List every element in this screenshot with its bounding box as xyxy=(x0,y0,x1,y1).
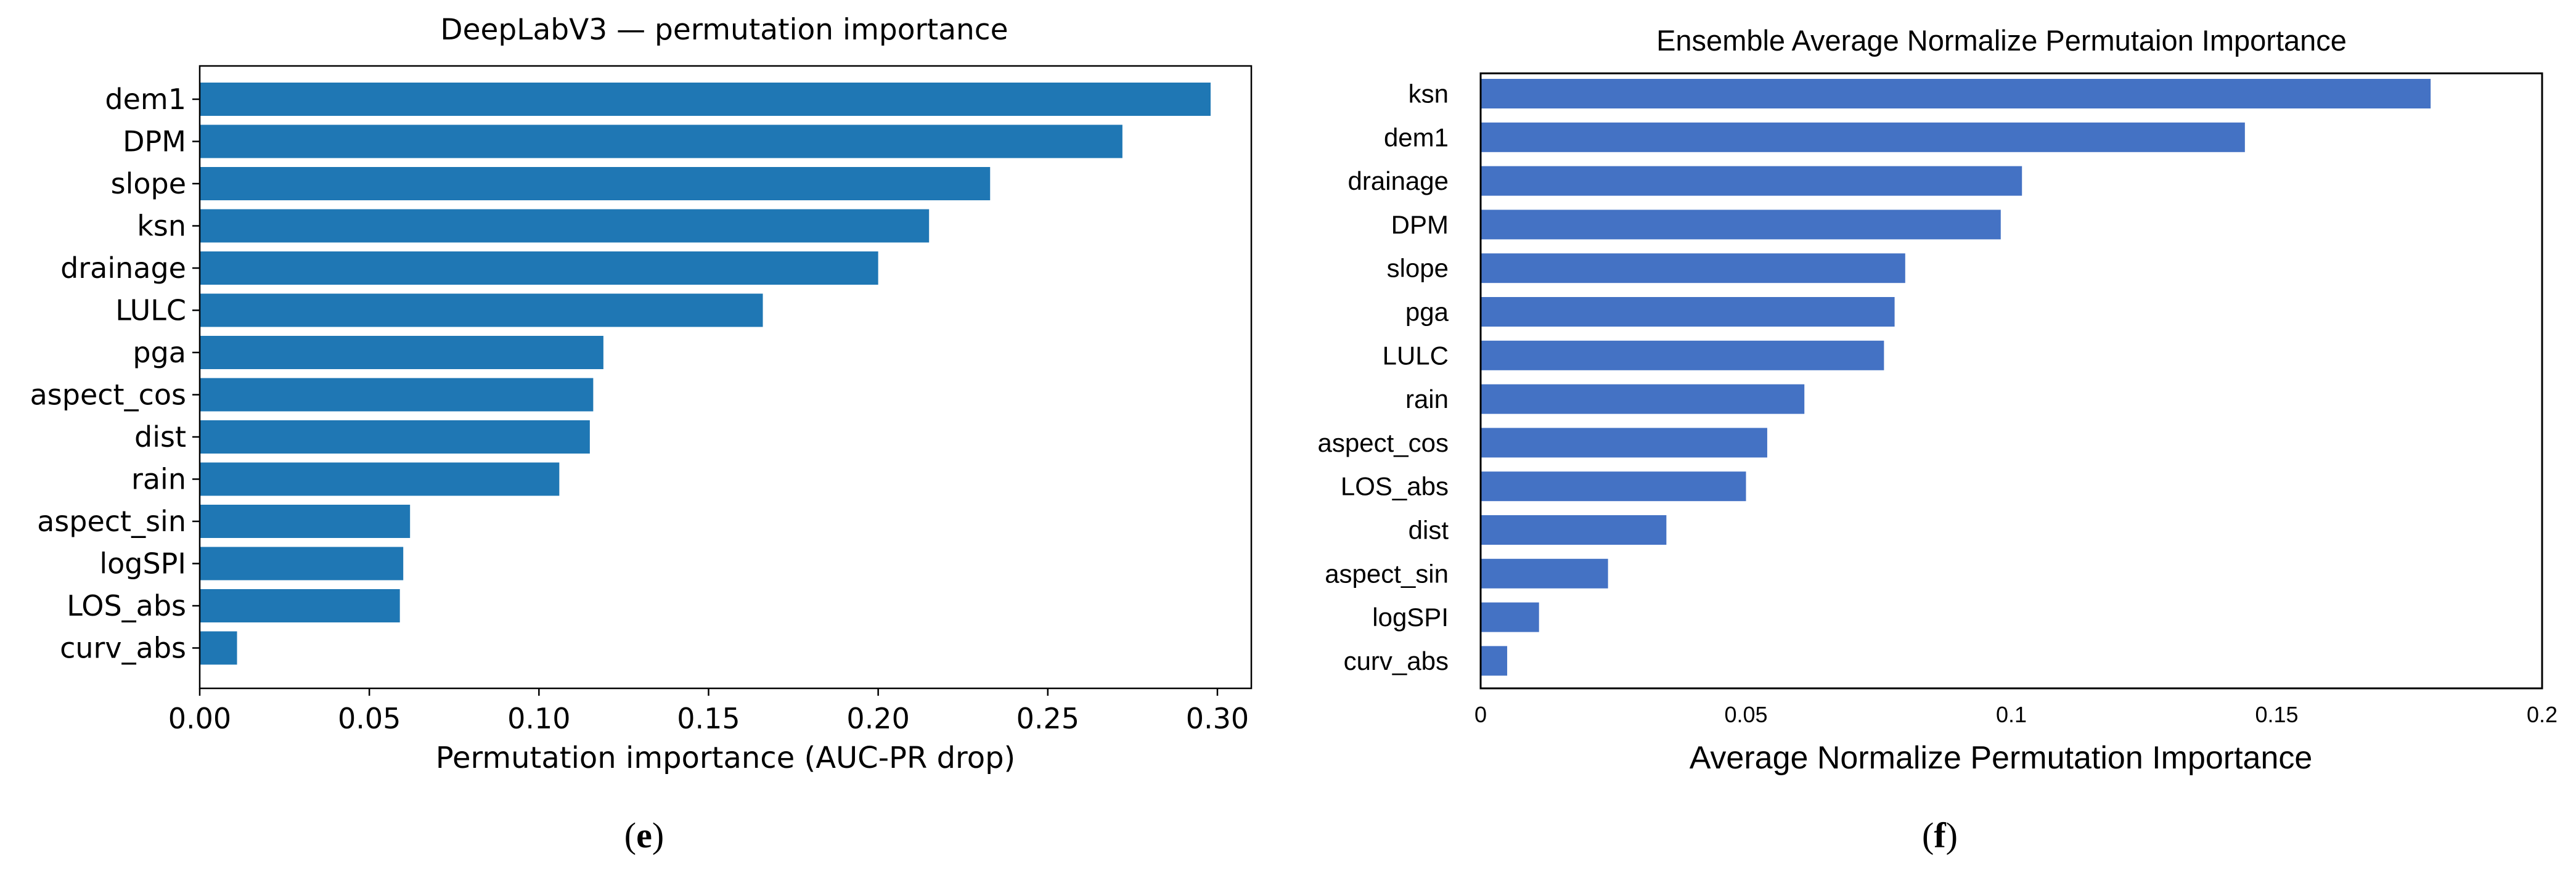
chart-f-category-label: DPM xyxy=(1391,210,1449,239)
chart-e-category-label: aspect_cos xyxy=(30,378,186,412)
chart-e-category-labels: dem1 DPM slope ksn drainage LULC pga aspect_cos… xyxy=(30,83,200,665)
chart-f-xtick-label: 0.2 xyxy=(2527,702,2558,727)
chart-f-category-label: slope xyxy=(1387,254,1449,283)
chart-f-category-label: pga xyxy=(1405,298,1449,327)
chart-e-bar-dist xyxy=(200,420,590,454)
chart-e-bar-drainage xyxy=(200,251,878,285)
chart-f-bar-aspect_sin xyxy=(1481,558,1608,589)
chart-e-bar-DPM xyxy=(200,124,1122,158)
chart-f-bar-drainage xyxy=(1481,166,2022,196)
chart-f-xtick-label: 0.15 xyxy=(2255,702,2298,727)
chart-f-category-label: LOS_abs xyxy=(1341,472,1449,501)
chart-f-bar-rain xyxy=(1481,384,1805,414)
chart-e-category-label: rain xyxy=(131,463,186,496)
chart-f-xtick-label: 0.1 xyxy=(1996,702,2027,727)
chart-e-category-label: slope xyxy=(111,167,186,200)
chart-f-bar-DPM xyxy=(1481,210,2001,240)
chart-e-frame xyxy=(198,65,1253,690)
chart-f-x-axis: 0 0.05 0.1 0.15 0.2 xyxy=(1474,702,2558,727)
chart-e-category-label: dist xyxy=(134,420,186,454)
chart-f-bar-dist xyxy=(1481,515,1667,545)
chart-f-category-label: LULC xyxy=(1383,341,1449,370)
chart-e-xtick-label: 0.00 xyxy=(168,702,231,735)
chart-e-bar-LULC xyxy=(200,293,763,327)
chart-f-category-label: aspect_sin xyxy=(1325,559,1449,588)
chart-e-bar-aspect_cos xyxy=(200,378,594,412)
chart-f-bar-pga xyxy=(1481,297,1895,327)
chart-f-xtick-label: 0.05 xyxy=(1724,702,1767,727)
chart-f-bar-LULC xyxy=(1481,340,1884,370)
chart-e-bar-rain xyxy=(200,462,560,496)
chart-f-bars xyxy=(1481,79,2431,676)
chart-e-xtick-label: 0.20 xyxy=(846,702,909,735)
chart-e-bars xyxy=(200,83,1211,665)
chart-f-category-label: curv_abs xyxy=(1344,646,1449,675)
chart-f-category-label: rain xyxy=(1405,385,1449,414)
chart-f-bar-LOS_abs xyxy=(1481,471,1746,502)
chart-f-category-labels: ksn dem1 drainage DPM slope pga LULC rain aspect… xyxy=(1318,79,1449,675)
chart-e-bar-pga xyxy=(200,336,603,369)
chart-f-xtick-label: 0 xyxy=(1474,702,1487,727)
chart-f-bar-curv_abs xyxy=(1481,646,1508,676)
chart-e-category-label: LULC xyxy=(115,294,186,327)
chart-e-bar-dem1 xyxy=(200,83,1211,116)
chart-e: DeepLabV3 — permutation importance dem1 D… xyxy=(30,13,1253,855)
chart-e-xtick-label: 0.15 xyxy=(677,702,740,735)
chart-f-bar-dem1 xyxy=(1481,122,2245,152)
chart-e-xtick-label: 0.05 xyxy=(338,702,401,735)
chart-e-category-label: LOS_abs xyxy=(67,589,186,622)
chart-e-category-label: ksn xyxy=(137,210,186,243)
chart-f-category-label: aspect_cos xyxy=(1318,428,1449,457)
chart-f-bar-ksn xyxy=(1481,79,2431,108)
chart-e-bar-aspect_sin xyxy=(200,505,411,538)
chart-f-bar-aspect_cos xyxy=(1481,428,1767,458)
chart-f-xlabel: Average Normalize Permutation Importance xyxy=(1690,740,2313,776)
chart-f-category-label: dist xyxy=(1409,516,1449,545)
chart-e-category-label: logSPI xyxy=(99,547,186,581)
chart-e-xtick-label: 0.10 xyxy=(507,702,570,735)
chart-e-category-label: curv_abs xyxy=(60,632,186,665)
chart-e-bar-logSPI xyxy=(200,547,404,581)
chart-e-bar-LOS_abs xyxy=(200,589,400,622)
panel-f-label: (f) xyxy=(1922,815,1958,855)
chart-e-category-label: drainage xyxy=(60,251,186,285)
chart-f-category-label: logSPI xyxy=(1372,603,1449,632)
chart-e-x-axis: 0.00 0.05 0.10 0.15 0.20 0.25 0.30 xyxy=(168,688,1249,735)
chart-e-bar-curv_abs xyxy=(200,631,237,665)
chart-e-xlabel: Permutation importance (AUC-PR drop) xyxy=(436,741,1016,775)
chart-f-category-label: drainage xyxy=(1348,166,1449,195)
chart-f-frame xyxy=(1479,72,2543,690)
chart-e-category-label: dem1 xyxy=(105,83,186,116)
chart-e-bar-slope xyxy=(200,167,991,200)
chart-f-bar-logSPI xyxy=(1481,602,1539,632)
chart-e-bar-ksn xyxy=(200,209,930,243)
chart-e-title: DeepLabV3 — permutation importance xyxy=(440,13,1008,47)
chart-f-category-label: ksn xyxy=(1409,79,1449,108)
chart-e-xtick-label: 0.25 xyxy=(1016,702,1079,735)
chart-f-category-label: dem1 xyxy=(1384,123,1449,152)
chart-e-category-label: DPM xyxy=(123,125,186,158)
chart-f: Ensemble Average Normalize Permutaion Im… xyxy=(1318,24,2558,855)
chart-f-title: Ensemble Average Normalize Permutaion Im… xyxy=(1656,24,2347,57)
chart-e-category-label: aspect_sin xyxy=(37,505,186,538)
chart-f-bar-slope xyxy=(1481,253,1905,283)
chart-e-xtick-label: 0.30 xyxy=(1186,702,1249,735)
chart-e-category-label: pga xyxy=(133,336,186,369)
panel-e-label: (e) xyxy=(624,815,664,855)
